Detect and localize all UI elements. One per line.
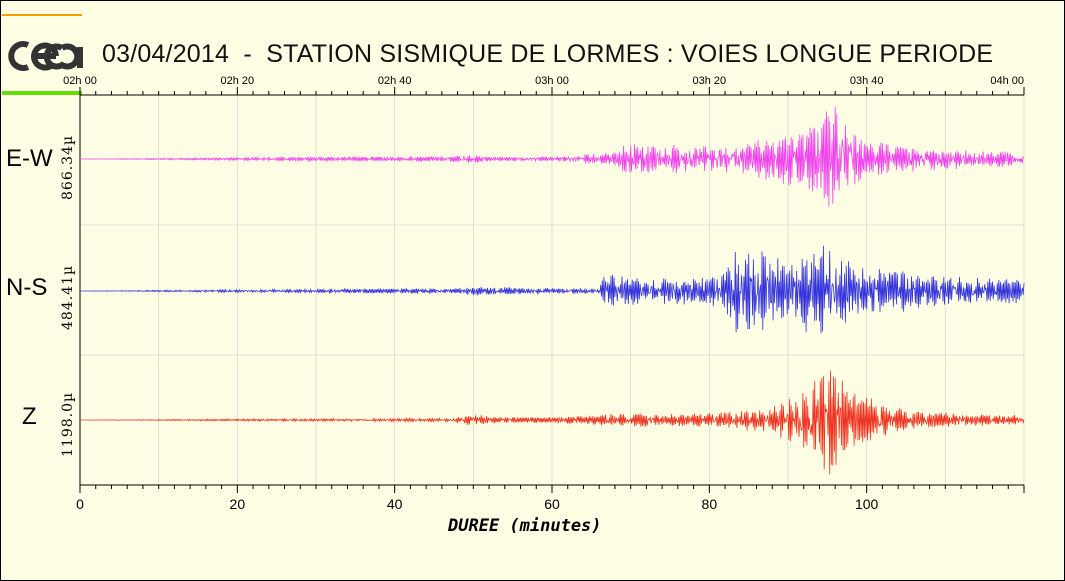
x-tick-label: 0 bbox=[76, 496, 84, 512]
channel-label-ns: N-S bbox=[6, 274, 48, 301]
logo-green-bar bbox=[2, 91, 82, 95]
channel-scale-ew: 866.34µ bbox=[60, 134, 76, 200]
x-tick-label: 80 bbox=[702, 496, 718, 512]
channel-scale-z: 1198.0µ bbox=[60, 391, 76, 457]
top-tick-label: 02h 40 bbox=[378, 75, 412, 87]
x-tick-label: 100 bbox=[855, 496, 879, 512]
top-tick-label: 02h 20 bbox=[221, 75, 255, 87]
x-axis-label: DUREE (minutes) bbox=[448, 516, 602, 536]
x-tick-label: 20 bbox=[230, 496, 246, 512]
top-tick-label: 04h 00 bbox=[990, 75, 1024, 87]
top-tick-label: 03h 00 bbox=[535, 75, 569, 87]
page-title: 03/04/2014 - STATION SISMIQUE DE LORMES … bbox=[102, 40, 994, 68]
top-tick-label: 03h 40 bbox=[850, 75, 884, 87]
x-tick-label: 60 bbox=[544, 496, 560, 512]
series-trace-n-s bbox=[80, 245, 1025, 334]
cea-logo: cea bbox=[8, 41, 83, 71]
logo-orange-bar bbox=[2, 14, 82, 16]
top-tick-label: 03h 20 bbox=[693, 75, 727, 87]
channel-label-ew: E-W bbox=[6, 145, 53, 172]
series-trace-z bbox=[80, 370, 1025, 475]
x-tick-label: 40 bbox=[387, 496, 403, 512]
series-trace-e-w bbox=[80, 106, 1024, 207]
top-tick-label: 02h 00 bbox=[63, 75, 97, 87]
channel-label-z: Z bbox=[22, 403, 37, 430]
channel-scale-ns: 484.41µ bbox=[60, 264, 76, 330]
